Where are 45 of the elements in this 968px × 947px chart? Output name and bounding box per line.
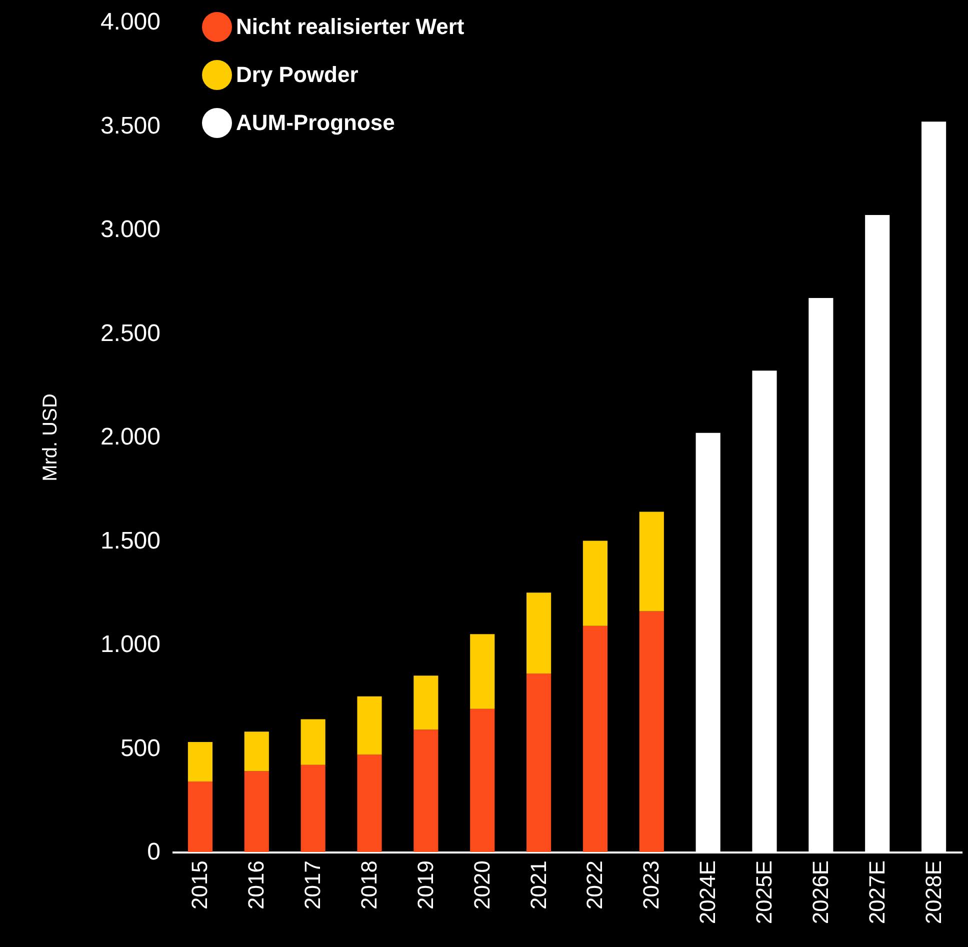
x-tick-label: 2021	[526, 860, 551, 910]
x-tick-label: 2025E	[752, 860, 776, 924]
x-tick-label: 2017	[300, 860, 326, 910]
bar	[357, 754, 382, 852]
bar	[188, 781, 213, 852]
bar	[639, 611, 664, 852]
x-tick-label: 2018	[356, 860, 382, 910]
y-tick-label: 3.500	[100, 112, 160, 140]
x-tick-label: 2016	[244, 860, 269, 910]
y-tick-label: 1.000	[100, 631, 160, 658]
y-tick-label: 500	[120, 734, 160, 762]
x-tick-label: 2028E	[920, 860, 946, 924]
x-tick-label: 2024E	[695, 860, 720, 924]
x-tick-label: 2015	[187, 860, 212, 910]
x-tick-label: 2020	[469, 860, 494, 910]
bar	[582, 540, 608, 626]
y-tick-label: 3.000	[100, 216, 160, 243]
bar	[470, 634, 495, 709]
legend-label: Dry Powder	[236, 62, 359, 87]
bar	[414, 730, 438, 852]
y-tick-label: 1.500	[100, 527, 160, 554]
bar	[300, 764, 326, 852]
y-tick-label: 0	[147, 838, 160, 866]
x-tick-label: 2022	[582, 860, 608, 910]
y-tick-label: 4.000	[100, 8, 160, 36]
bar	[470, 708, 495, 852]
bar	[300, 719, 326, 765]
bar	[188, 742, 213, 782]
y-axis-title: Mrd. USD	[39, 394, 62, 482]
x-tick-label: 2019	[412, 860, 438, 910]
bar	[357, 696, 382, 754]
x-tick-label: 2027E	[864, 860, 890, 924]
bar	[244, 732, 269, 772]
y-tick-label: 2.500	[100, 320, 160, 347]
x-tick-label: 2026E	[808, 860, 833, 924]
bar	[414, 676, 438, 730]
bar	[244, 771, 269, 852]
bar	[526, 592, 552, 674]
bar	[582, 626, 608, 852]
y-tick-label: 2.000	[100, 424, 160, 450]
bar	[639, 512, 664, 612]
legend-label: Nicht realisierter Wert	[236, 14, 465, 39]
legend-label: AUM-Prognose	[236, 110, 395, 135]
x-tick-label: 2023	[638, 860, 664, 910]
bar	[526, 674, 552, 852]
